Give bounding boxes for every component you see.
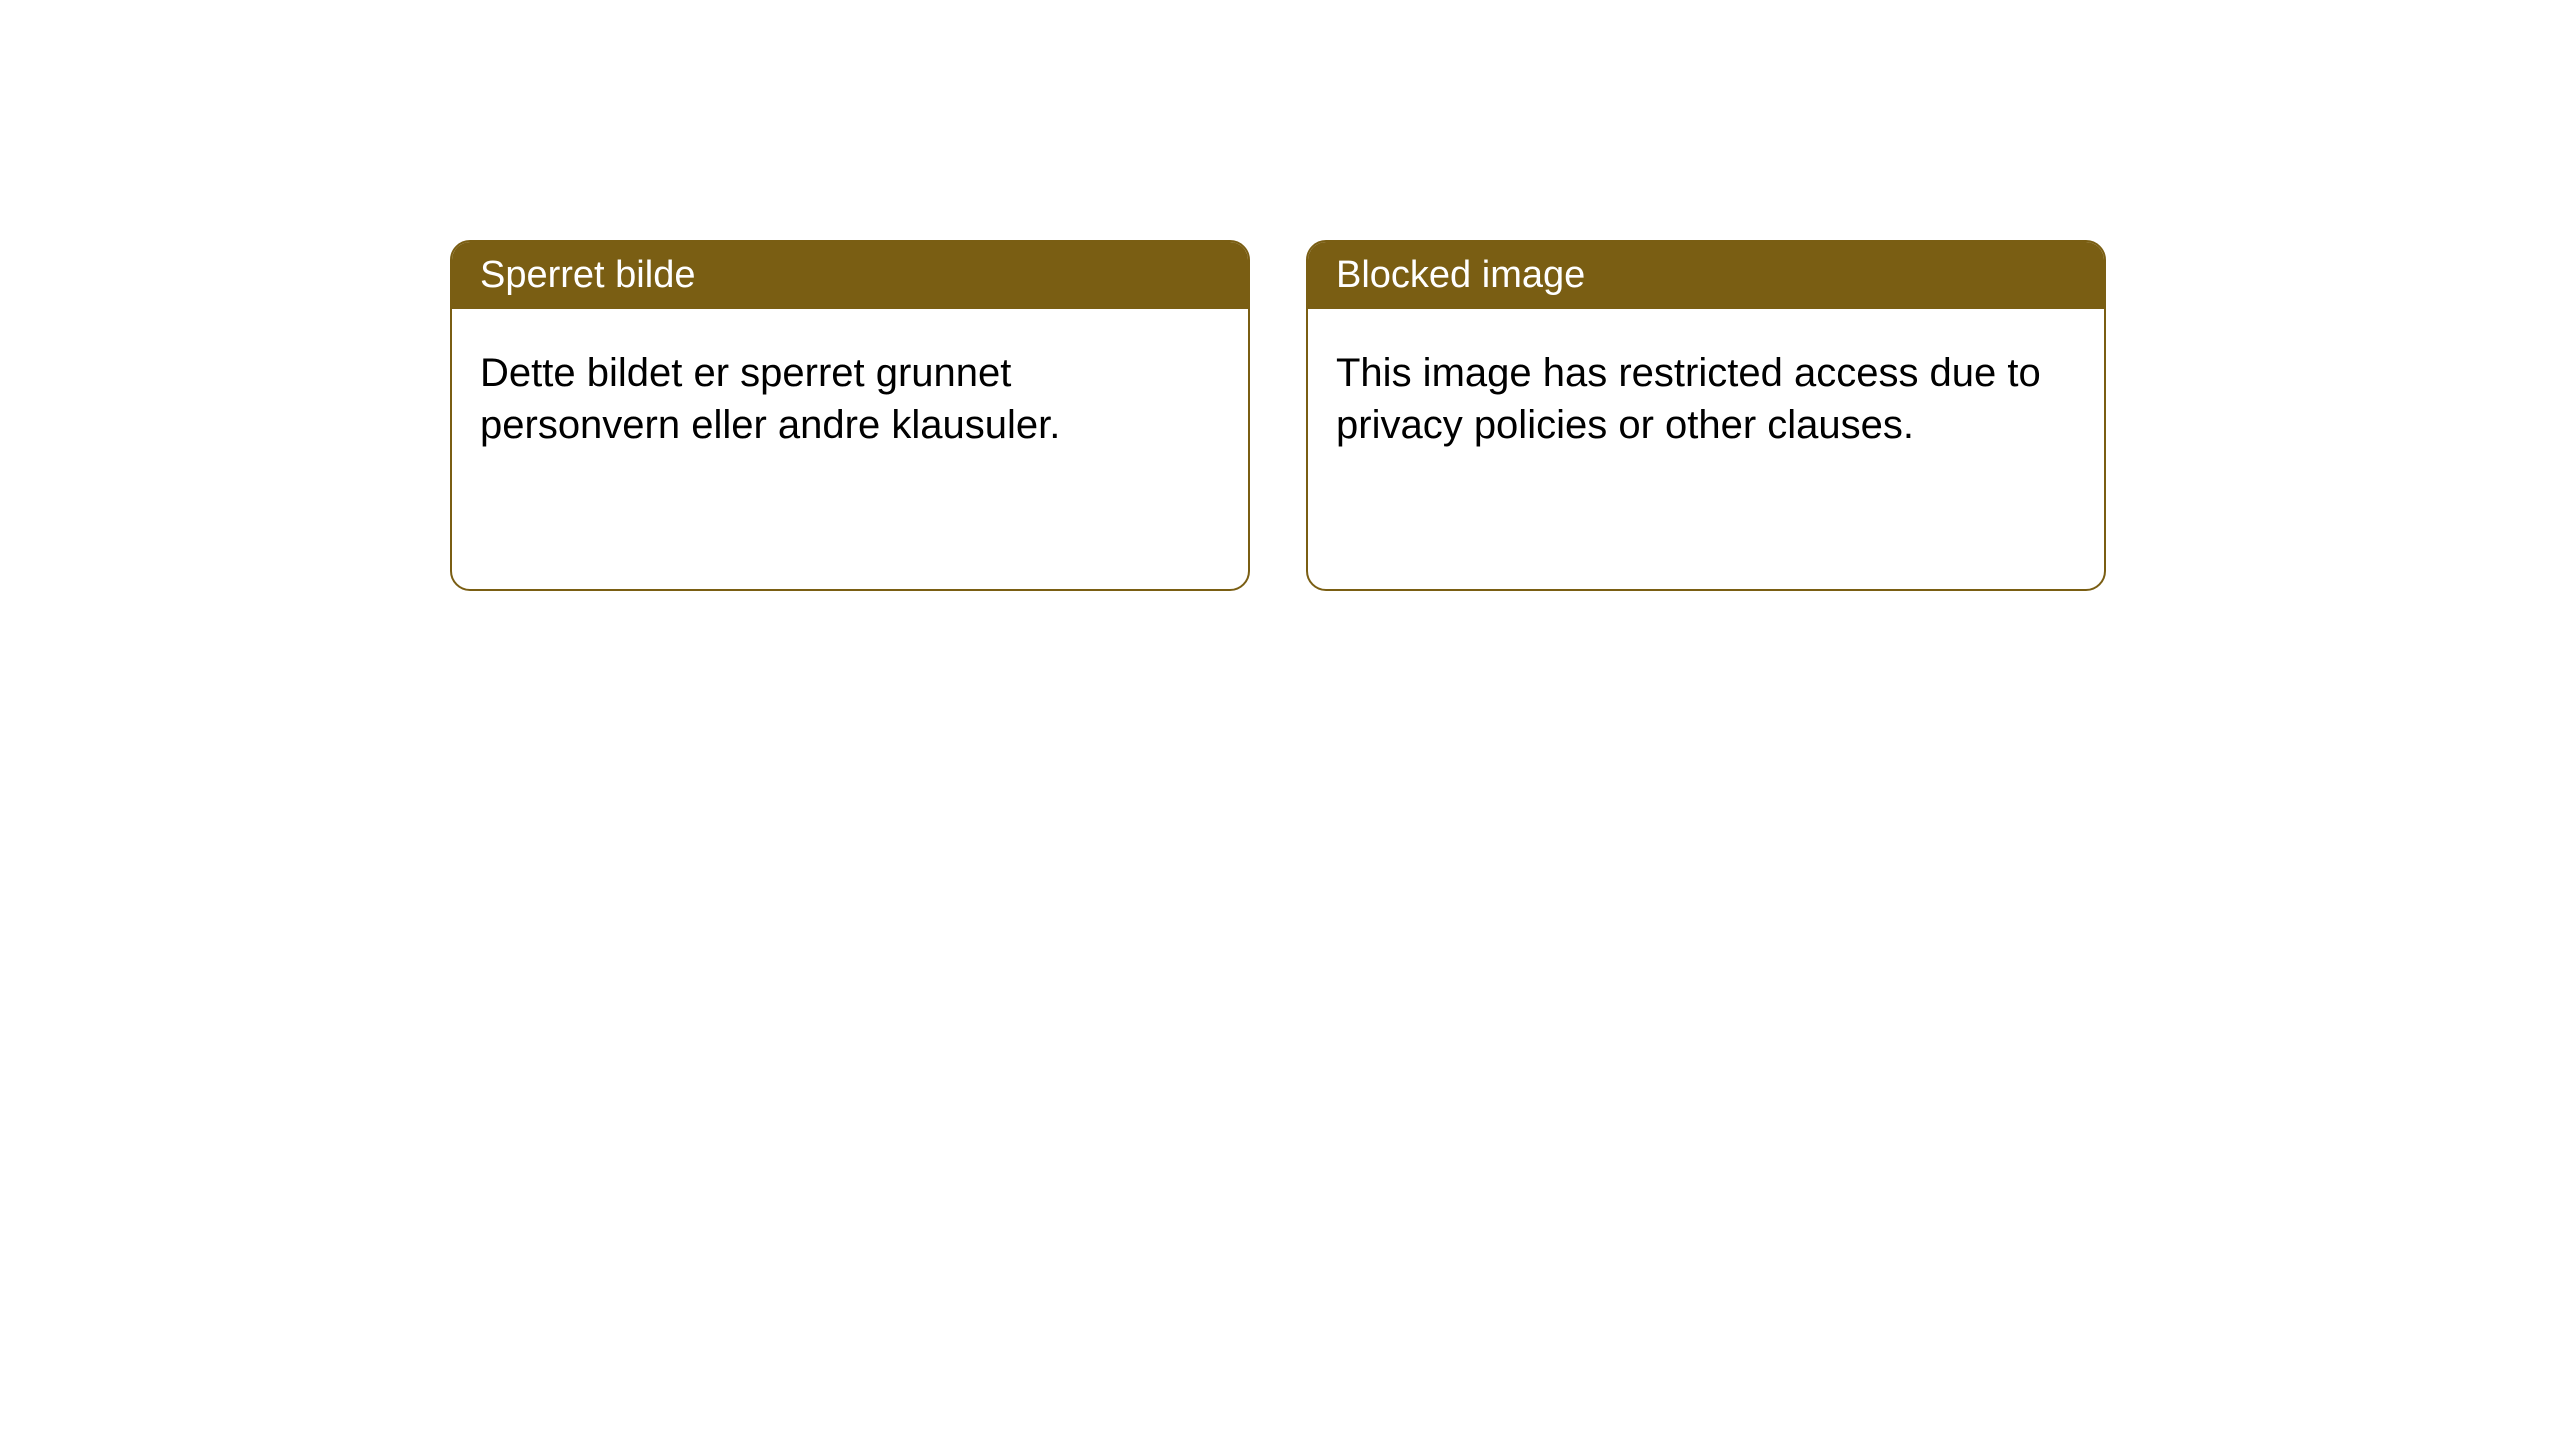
notice-card-no: Sperret bilde Dette bildet er sperret gr… xyxy=(450,240,1250,591)
notice-body-en: This image has restricted access due to … xyxy=(1308,309,2104,589)
notice-card-en: Blocked image This image has restricted … xyxy=(1306,240,2106,591)
notice-header-no: Sperret bilde xyxy=(452,242,1248,309)
notice-header-en: Blocked image xyxy=(1308,242,2104,309)
notice-container: Sperret bilde Dette bildet er sperret gr… xyxy=(0,0,2560,591)
notice-body-no: Dette bildet er sperret grunnet personve… xyxy=(452,309,1248,589)
